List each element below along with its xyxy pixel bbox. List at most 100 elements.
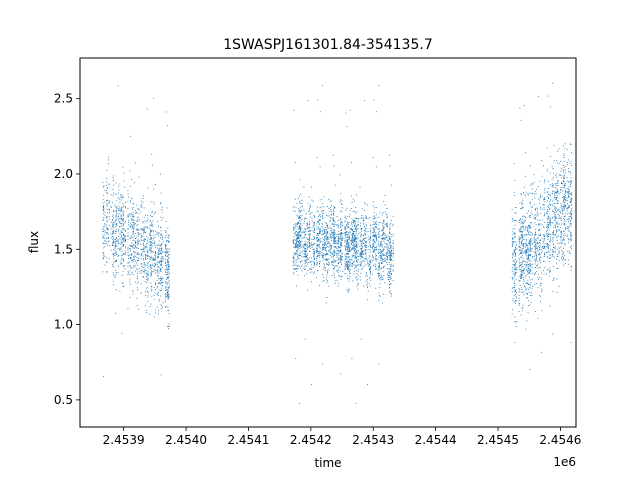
data-point	[525, 234, 527, 236]
data-point	[116, 228, 118, 230]
data-point	[537, 237, 539, 239]
data-point	[524, 227, 526, 229]
data-point	[352, 233, 354, 235]
data-point	[102, 242, 104, 244]
data-point	[128, 224, 130, 226]
data-point	[357, 269, 359, 270]
data-point	[516, 244, 518, 245]
data-point	[519, 253, 521, 255]
data-point	[137, 228, 139, 230]
data-point	[378, 264, 380, 266]
data-point	[119, 198, 121, 200]
data-point	[166, 295, 168, 297]
data-point	[344, 269, 346, 271]
data-point	[365, 250, 367, 252]
data-point	[511, 268, 513, 270]
data-point	[564, 185, 566, 187]
data-point	[326, 252, 328, 254]
data-point	[309, 237, 310, 238]
data-point	[129, 278, 131, 280]
data-point	[146, 269, 148, 271]
data-point	[381, 244, 383, 246]
data-point	[153, 251, 154, 253]
data-point	[539, 233, 541, 235]
data-point	[106, 262, 108, 264]
data-point	[521, 269, 523, 271]
data-point	[107, 212, 108, 214]
data-point	[348, 234, 350, 236]
data-point	[326, 232, 328, 234]
data-point	[382, 259, 384, 260]
data-point	[135, 245, 136, 247]
data-point	[523, 226, 525, 227]
data-point	[547, 239, 549, 241]
data-point	[344, 246, 346, 248]
data-point	[530, 251, 532, 252]
data-point	[327, 225, 329, 226]
data-point	[547, 247, 549, 249]
data-point	[319, 223, 320, 225]
data-point	[297, 248, 299, 250]
data-point	[382, 246, 384, 248]
data-point	[306, 223, 308, 225]
data-point	[330, 209, 332, 211]
data-point	[528, 233, 530, 235]
data-point	[567, 263, 569, 265]
data-point	[326, 214, 327, 216]
data-point	[133, 212, 135, 214]
data-point	[515, 299, 517, 301]
data-point	[306, 244, 308, 246]
data-point	[298, 210, 300, 212]
data-point	[372, 273, 374, 275]
data-point	[334, 242, 336, 244]
data-point	[514, 233, 516, 234]
data-point	[103, 205, 105, 207]
data-point	[353, 220, 355, 221]
data-point	[388, 248, 390, 250]
data-point	[365, 247, 367, 249]
data-point	[375, 268, 377, 270]
data-point	[300, 207, 302, 209]
data-point	[102, 206, 104, 208]
data-point	[546, 212, 548, 214]
data-point	[389, 286, 390, 288]
data-point	[136, 211, 138, 213]
data-point	[538, 198, 540, 200]
data-point	[347, 290, 349, 292]
data-point	[566, 250, 568, 252]
data-point	[540, 197, 541, 199]
data-point	[133, 244, 135, 246]
data-point	[536, 271, 538, 273]
data-point	[319, 250, 321, 252]
data-point	[513, 220, 515, 221]
data-point	[313, 264, 315, 266]
data-point	[554, 208, 556, 210]
data-point	[164, 261, 166, 263]
data-point	[156, 279, 158, 281]
data-point	[307, 262, 309, 263]
data-point	[146, 282, 148, 283]
data-point	[143, 239, 145, 240]
data-point	[316, 226, 318, 228]
data-point	[116, 260, 118, 262]
data-point	[315, 258, 317, 259]
data-point	[296, 243, 298, 245]
data-point	[136, 272, 138, 274]
data-point	[527, 268, 529, 270]
data-point	[546, 200, 548, 202]
data-point	[568, 181, 569, 183]
data-point	[523, 294, 525, 296]
data-point	[355, 256, 357, 258]
data-point	[141, 235, 143, 237]
data-point	[355, 236, 357, 238]
data-point	[328, 208, 330, 210]
data-point	[541, 237, 543, 239]
data-point	[333, 219, 335, 221]
data-point	[534, 218, 536, 220]
data-point	[529, 241, 531, 243]
data-point	[313, 248, 315, 250]
data-point	[307, 257, 309, 259]
data-point	[375, 249, 377, 251]
data-point	[310, 267, 312, 269]
data-point	[102, 252, 104, 254]
